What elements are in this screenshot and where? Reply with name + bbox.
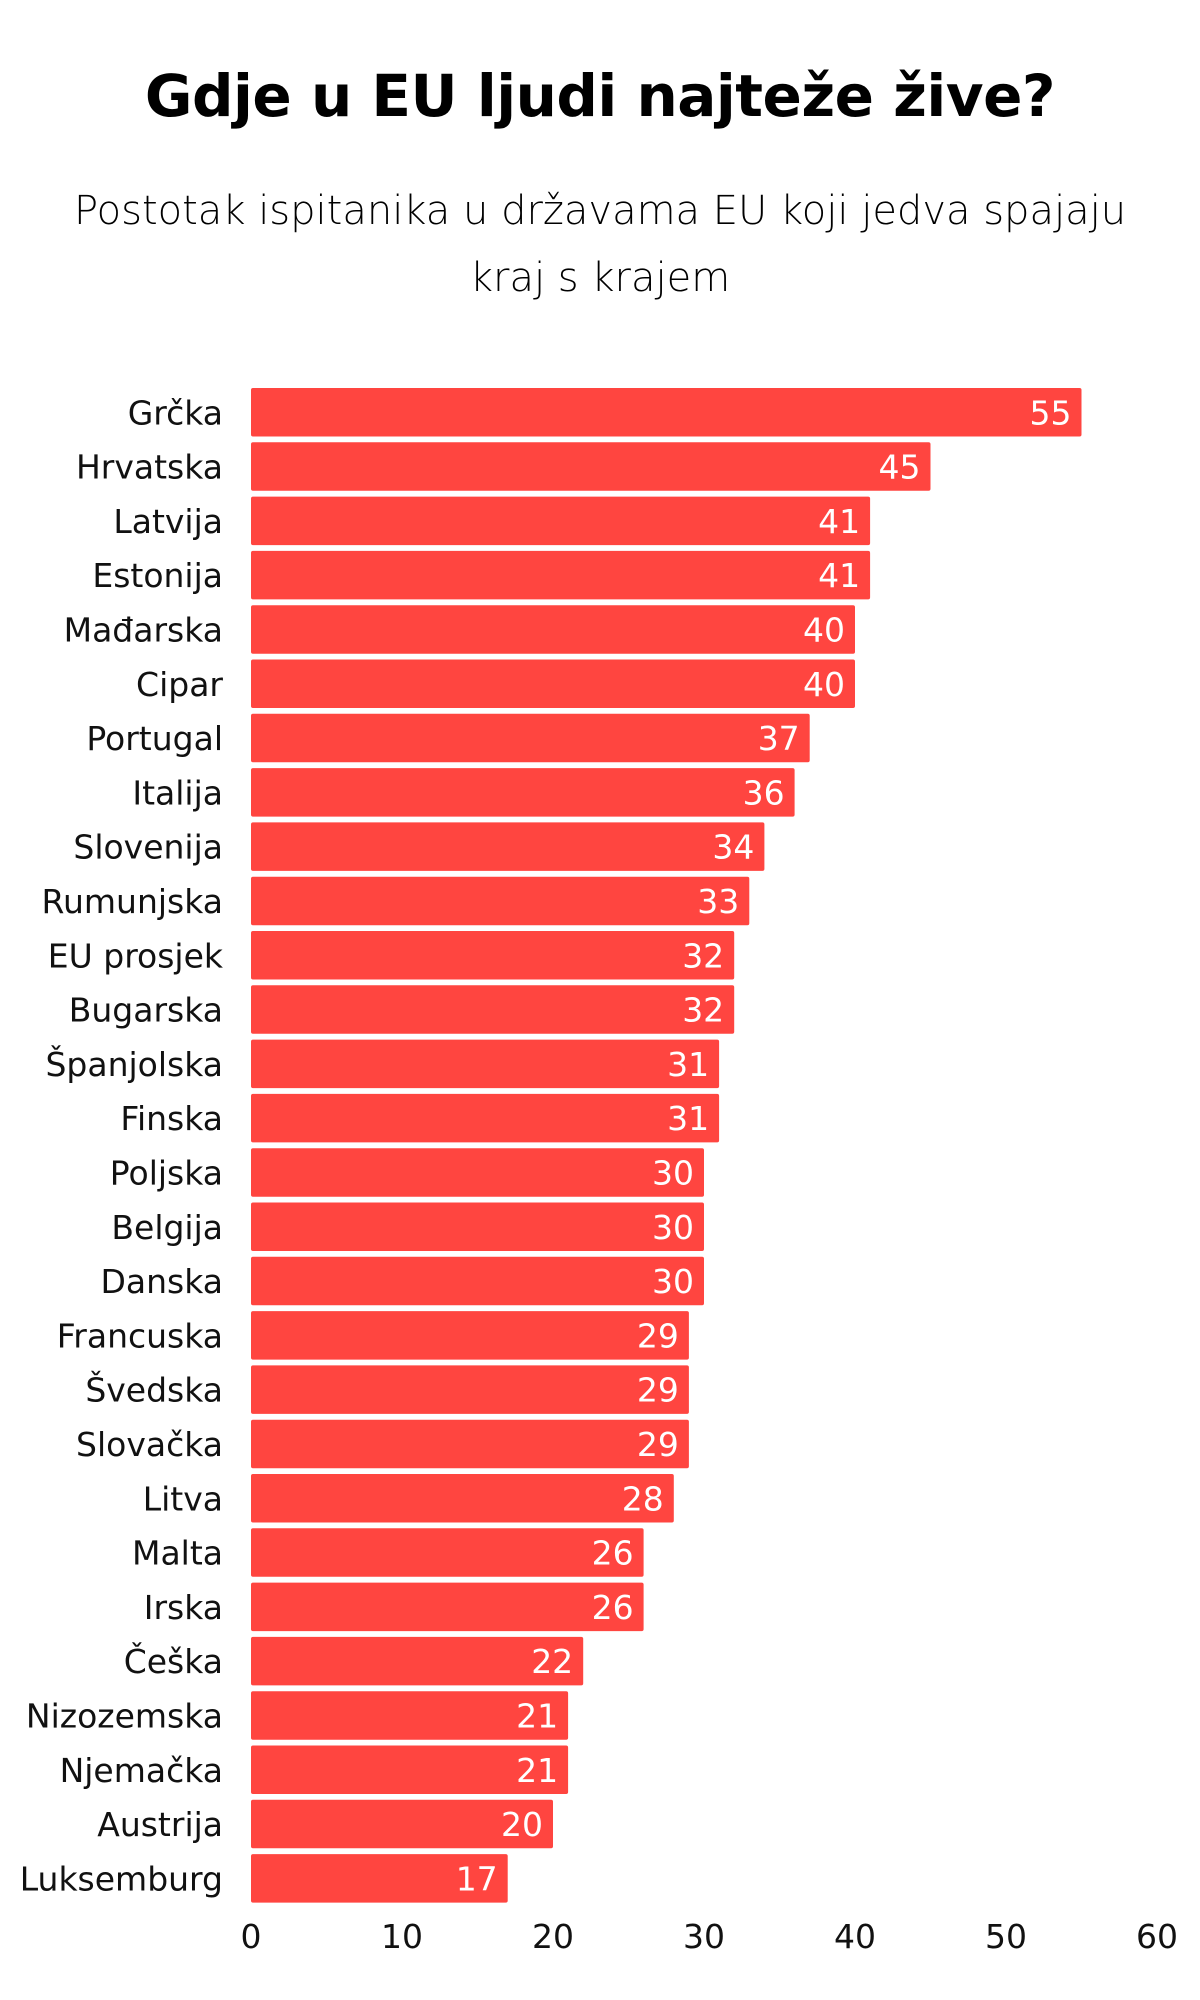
- bar: [251, 1202, 704, 1251]
- category-label: Poljska: [110, 1153, 223, 1192]
- bar: [251, 388, 1082, 437]
- category-label: Malta: [132, 1534, 223, 1573]
- chart-subtitle: Postotak ispitanika u državama EU koji j…: [73, 188, 1127, 301]
- data-label: 29: [637, 1316, 679, 1355]
- data-label: 26: [592, 1588, 634, 1627]
- bar: [251, 1528, 644, 1577]
- data-label: 21: [516, 1696, 558, 1735]
- bar: [251, 1419, 689, 1469]
- category-label: Francuska: [57, 1316, 223, 1355]
- data-label: 41: [818, 556, 860, 595]
- bar: [251, 1256, 704, 1306]
- category-label: Njemačka: [60, 1751, 223, 1790]
- bar: [251, 1636, 584, 1686]
- category-label: Slovačka: [76, 1425, 223, 1464]
- data-label: 37: [758, 719, 800, 758]
- x-tick-label: 50: [985, 1917, 1027, 1956]
- bar: [251, 1582, 644, 1632]
- bar: [251, 985, 735, 1034]
- category-label: Latvija: [113, 502, 223, 541]
- category-label: Bugarska: [69, 991, 223, 1030]
- bar: [251, 1691, 569, 1740]
- data-label: 34: [712, 828, 754, 867]
- bar: [251, 1039, 720, 1089]
- chart-title: Gdje u EU ljudi najteže žive?: [144, 62, 1056, 130]
- category-label: Belgija: [111, 1208, 223, 1247]
- category-label: Grčka: [128, 393, 223, 432]
- bar: [251, 1474, 674, 1523]
- bar: [251, 659, 855, 708]
- bar: [251, 1148, 704, 1197]
- category-label: Cipar: [136, 665, 223, 704]
- bar: [251, 768, 795, 817]
- data-label: 29: [637, 1371, 679, 1410]
- bar: [251, 1365, 689, 1414]
- data-label: 32: [682, 991, 724, 1030]
- data-label: 30: [652, 1208, 694, 1247]
- category-label: Mađarska: [64, 610, 223, 649]
- category-label: Portugal: [86, 719, 223, 758]
- category-label: Estonija: [92, 556, 223, 595]
- data-label: 55: [1030, 393, 1072, 432]
- bar: [251, 1799, 553, 1849]
- data-label: 40: [803, 610, 845, 649]
- category-label: Hrvatska: [76, 448, 223, 487]
- bar: [251, 822, 765, 871]
- data-label: 41: [818, 502, 860, 541]
- category-label: Rumunjska: [42, 882, 223, 921]
- data-label: 28: [622, 1479, 664, 1518]
- data-label: 22: [531, 1642, 573, 1681]
- data-label: 31: [667, 1099, 709, 1138]
- data-label: 45: [879, 448, 921, 487]
- data-label: 36: [743, 773, 785, 812]
- data-label: 29: [637, 1425, 679, 1464]
- data-label: 26: [592, 1534, 634, 1573]
- category-label: Finska: [120, 1099, 223, 1138]
- data-label: 30: [652, 1262, 694, 1301]
- x-tick-label: 40: [834, 1917, 876, 1956]
- data-label: 20: [501, 1805, 543, 1844]
- data-label: 30: [652, 1153, 694, 1192]
- category-label: Nizozemska: [26, 1696, 223, 1735]
- category-label: Irska: [144, 1588, 223, 1627]
- x-tick-label: 0: [241, 1917, 262, 1956]
- data-label: 31: [667, 1045, 709, 1084]
- data-label: 17: [456, 1859, 498, 1898]
- category-label: EU prosjek: [48, 936, 224, 975]
- bar: [251, 876, 750, 926]
- category-label: Danska: [101, 1262, 224, 1301]
- category-label: Luksemburg: [20, 1859, 223, 1898]
- x-tick-label: 30: [683, 1917, 725, 1956]
- bar: [251, 605, 855, 654]
- x-tick-label: 60: [1136, 1917, 1178, 1956]
- bar: [251, 496, 871, 546]
- bar: [251, 713, 810, 763]
- category-label: Češka: [124, 1641, 223, 1681]
- data-label: 40: [803, 665, 845, 704]
- bar: [251, 1745, 569, 1794]
- x-tick-label: 20: [532, 1917, 574, 1956]
- bar: [251, 550, 871, 600]
- category-label: Slovenija: [73, 828, 223, 867]
- data-label: 21: [516, 1751, 558, 1790]
- data-label: 33: [697, 882, 739, 921]
- category-label: Litva: [143, 1479, 223, 1518]
- bar: [251, 442, 931, 491]
- category-label: Švedska: [85, 1370, 223, 1410]
- data-label: 32: [682, 936, 724, 975]
- bar: [251, 1854, 508, 1903]
- category-label: Austrija: [97, 1805, 223, 1844]
- bar: [251, 1311, 689, 1360]
- x-tick-label: 10: [381, 1917, 423, 1956]
- category-label: Španjolska: [45, 1044, 223, 1084]
- bar: [251, 1093, 720, 1143]
- category-label: Italija: [132, 773, 223, 812]
- bar: [251, 931, 735, 980]
